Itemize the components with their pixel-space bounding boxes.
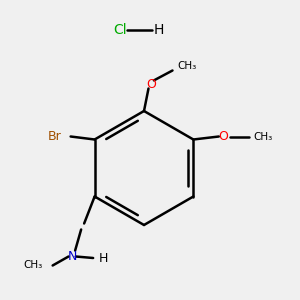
Text: CH₃: CH₃ — [177, 61, 196, 71]
Text: CH₃: CH₃ — [254, 131, 273, 142]
Text: Br: Br — [48, 130, 61, 143]
Text: H: H — [99, 251, 109, 265]
Text: O: O — [147, 77, 156, 91]
Text: CH₃: CH₃ — [23, 260, 42, 271]
Text: N: N — [68, 250, 77, 263]
Text: Cl: Cl — [113, 23, 127, 37]
Text: O: O — [218, 130, 228, 143]
Text: H: H — [154, 23, 164, 37]
